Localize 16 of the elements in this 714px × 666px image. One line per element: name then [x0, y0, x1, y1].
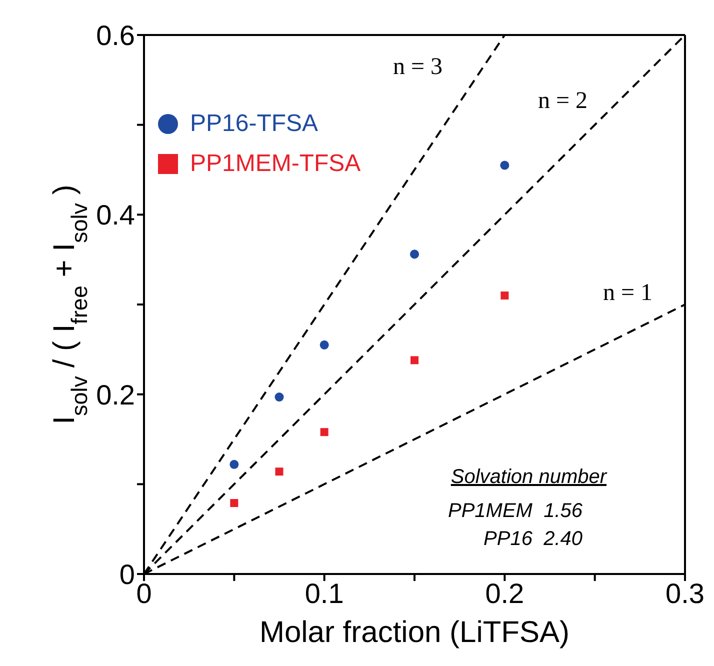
y-tick-label: 0.4 — [96, 200, 135, 231]
x-tick-label: 0.2 — [485, 578, 524, 609]
annotation: n = 3 — [393, 54, 443, 81]
y-tick-label: 0 — [119, 558, 135, 590]
annotation: Solvation number — [450, 465, 607, 490]
y-tick-label: 0.6 — [96, 20, 135, 51]
x-tick-label: 0.1 — [304, 578, 344, 609]
annotation: n = 1 — [603, 280, 653, 307]
legend-label: PP16-TFSA — [190, 109, 318, 139]
annotation: n = 2 — [538, 88, 588, 115]
legend-label: PP1MEM-TFSA — [190, 149, 361, 179]
annotation: PP1MEM 1.56 — [448, 499, 584, 524]
x-axis-title: Molar fraction (LiTFSA) — [259, 616, 570, 649]
x-tick-label: 0.3 — [666, 578, 704, 609]
annotation: PP16 2.40 — [482, 527, 584, 552]
y-tick-label: 0.2 — [96, 379, 135, 410]
